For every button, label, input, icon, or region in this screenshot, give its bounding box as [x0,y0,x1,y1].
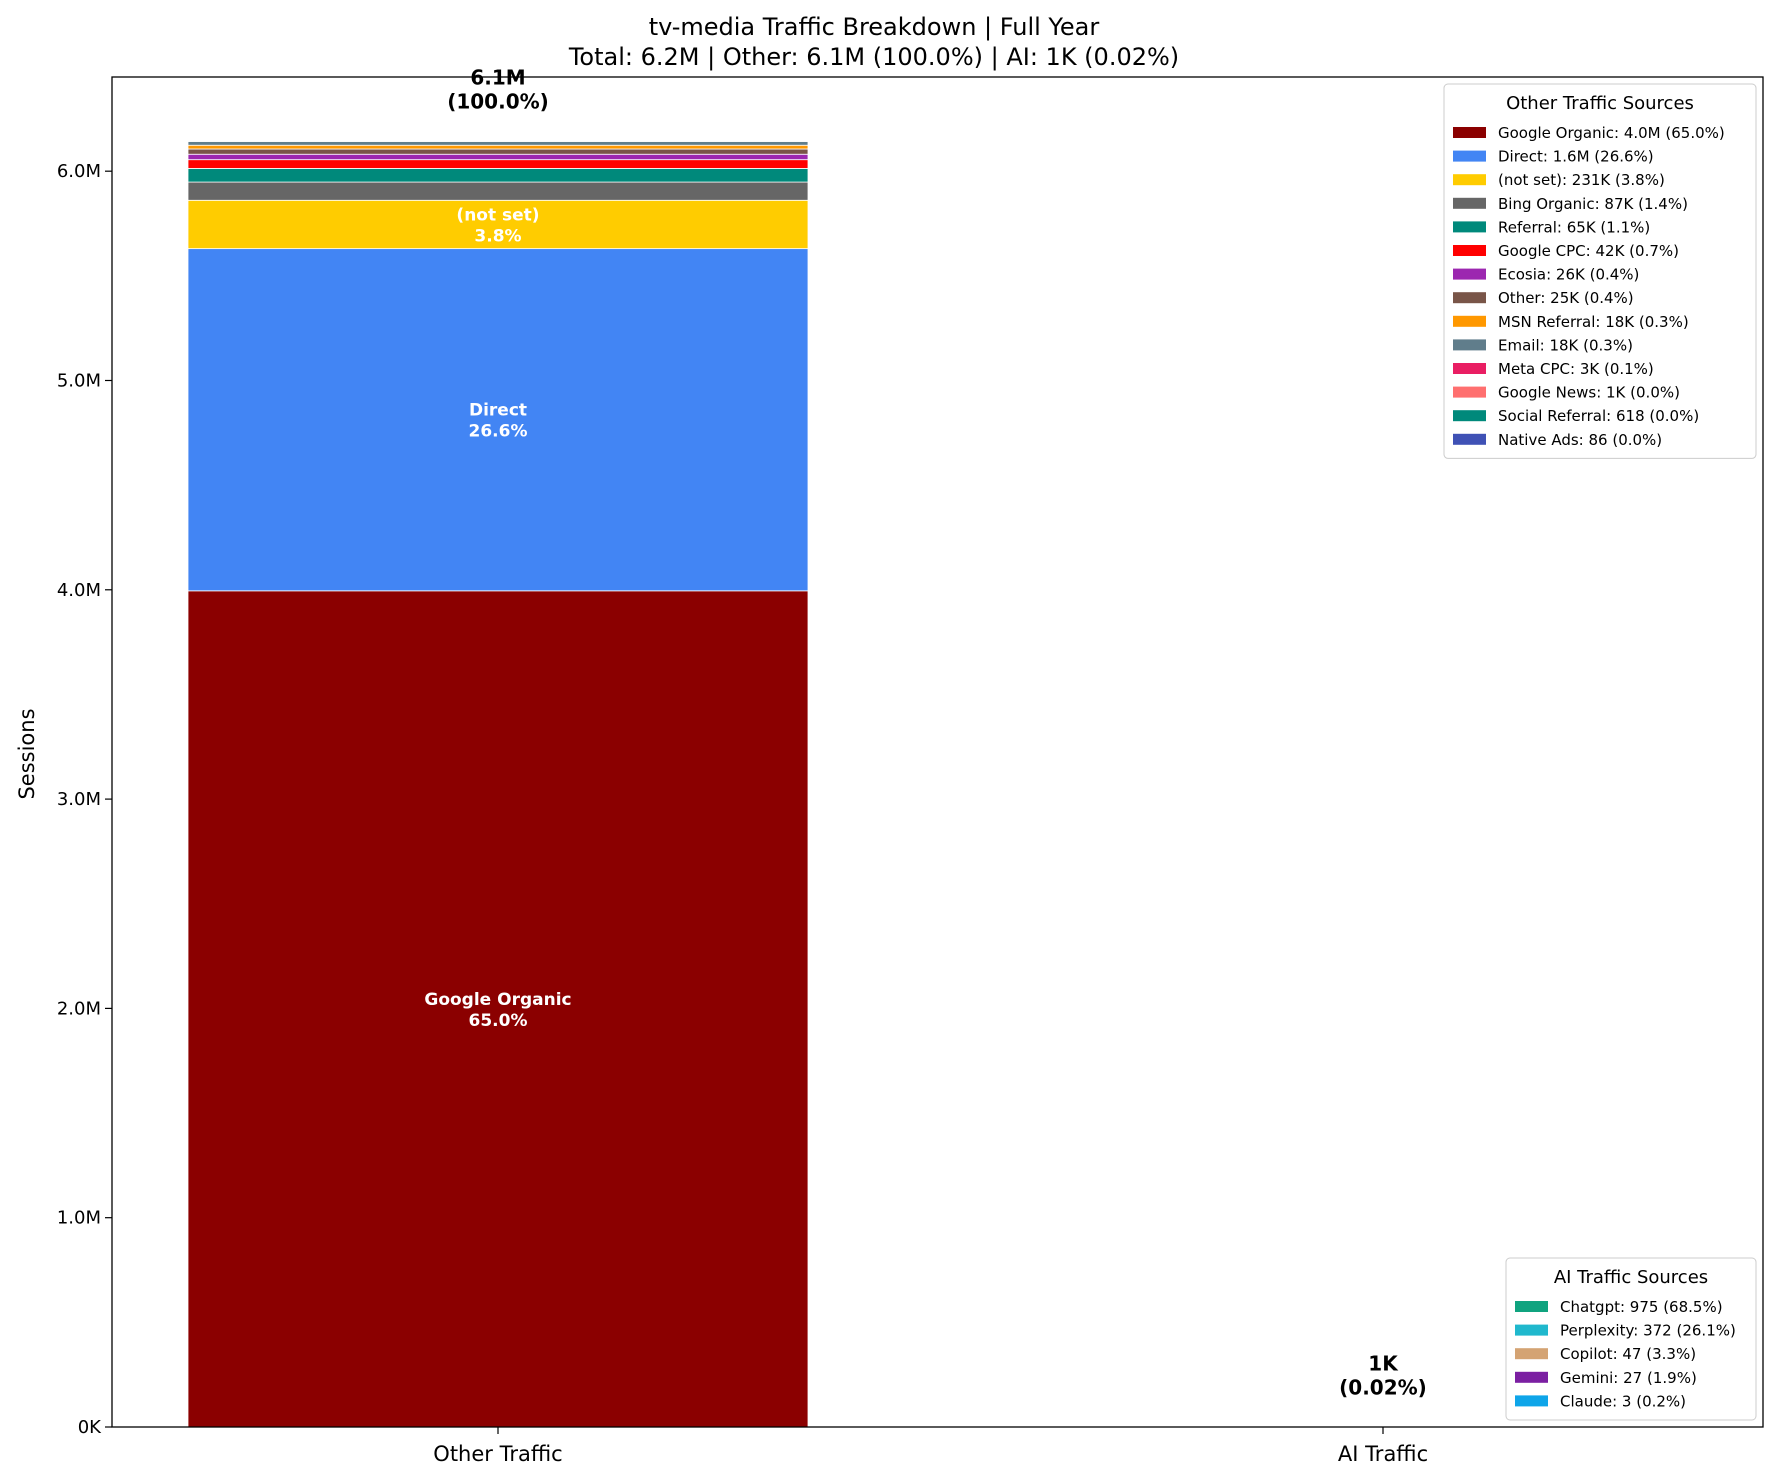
bar-segment-bing-organic [187,181,809,201]
legend-swatch-referral [1453,221,1486,233]
plot-frame [111,76,1764,1428]
legend-title: Other Traffic Sources [1506,93,1694,114]
bar-total-pct: (0.02%) [1339,1376,1427,1400]
legend-entry-meta-cpc: Meta CPC: 3K (0.1%) [1498,360,1654,378]
legend-swatch-copilot [1515,1348,1548,1360]
legend-entry-google-cpc: Google CPC: 42K (0.7%) [1498,242,1679,260]
legend-title: AI Traffic Sources [1554,1267,1708,1288]
x-axis-ticks: Other Traffic AI Traffic [433,1427,1428,1466]
legend-swatch-native-ads [1453,433,1486,445]
bar-segment-not-set [187,199,809,250]
x-tick-label: AI Traffic [1338,1442,1428,1466]
legend-entry-bing-organic: Bing Organic: 87K (1.4%) [1498,195,1688,213]
segment-pct-google-organic: 65.0% [469,1011,528,1031]
bars-group [187,140,1694,1428]
legend-swatch-meta-cpc [1453,363,1486,374]
y-axis-label: Sessions [15,708,39,799]
legend-entry-msn-referral: MSN Referral: 18K (0.3%) [1498,313,1689,331]
legend-swatch-direct [1453,150,1486,162]
legend-entry-google-organic: Google Organic: 4.0M (65.0%) [1498,124,1725,142]
segment-label-google-organic: Google Organic [424,990,571,1010]
legend-swatch-chatgpt [1515,1301,1548,1312]
x-tick-label: Other Traffic [433,1442,562,1466]
legend-swatch-google-news [1453,386,1486,398]
bar-total-value: 1K [1368,1352,1399,1376]
legend-entry-chatgpt: Chatgpt: 975 (68.5%) [1560,1298,1723,1316]
legend-entry-perplexity: Perplexity: 372 (26.1%) [1560,1322,1736,1340]
legend-ai-traffic: AI Traffic Sources Chatgpt: 975 (68.5%) Pe… [1505,1257,1757,1421]
legend-swatch-social-referral [1453,410,1486,422]
bar-segment-referral [187,168,809,183]
chart-title: tv-media Traffic Breakdown | Full Year [649,13,1100,41]
legend-other-traffic: Other Traffic Sources Google Organic: 4.0… [1443,83,1757,459]
chart-subtitle: Total: 6.2M | Other: 6.1M (100.0%) | AI:… [568,43,1179,71]
y-tick-label: 2.0M [57,998,101,1019]
bar-segment-msn-referral [187,144,809,150]
bar-segment-direct [187,248,809,592]
y-tick-label: 4.0M [57,580,101,601]
legend-entry-google-news: Google News: 1K (0.0%) [1498,384,1680,402]
y-tick-label: 1.0M [57,1208,101,1229]
y-tick-label: 3.0M [57,789,101,810]
legend-entry-social-referral: Social Referral: 618 (0.0%) [1498,407,1699,425]
legend-swatch-perplexity [1515,1324,1548,1336]
legend-swatch-other [1453,292,1486,304]
legend-swatch-ecosia [1453,268,1486,280]
legend-entry-native-ads: Native Ads: 86 (0.0%) [1498,431,1662,449]
legend-entry-ecosia: Ecosia: 26K (0.4%) [1498,266,1639,284]
legend-swatch-google-cpc [1453,245,1486,256]
legend-box [1443,83,1757,459]
legend-swatch-google-organic [1453,127,1486,138]
y-tick-label: 5.0M [57,370,101,391]
legend-entry-copilot: Copilot: 47 (3.3%) [1560,1345,1696,1363]
legend-entry-claude: Claude: 3 (0.2%) [1560,1392,1686,1410]
y-axis-ticks: 0K 1.0M 2.0M 3.0M 4.0M 5.0M 6.0M [57,161,112,1438]
legend-entry-not-set: (not set): 231K (3.8%) [1498,171,1665,189]
bar-segment-ecosia [187,153,809,161]
legend-entry-other: Other: 25K (0.4%) [1498,289,1634,307]
bar-total-labels: 6.1M(100.0%)1K(0.02%) [447,66,1427,1400]
legend-swatch-msn-referral [1453,315,1486,327]
legend-swatch-gemini [1515,1371,1548,1383]
bar-segment-other [187,148,809,155]
legend-entry-gemini: Gemini: 27 (1.9%) [1560,1369,1697,1387]
legend-swatch-not-set [1453,174,1486,186]
legend-swatch-bing-organic [1453,197,1486,209]
y-tick-label: 6.0M [57,161,101,182]
bar-total-pct: (100.0%) [447,90,549,114]
bar-segment-google-organic [187,590,809,1428]
segment-label-not-set: (not set) [456,205,539,225]
bar-segment-google-cpc [187,159,809,169]
legend-swatch-email [1453,339,1486,351]
segment-pct-not-set: 3.8% [474,226,521,246]
legend-box [1505,1257,1757,1421]
legend-entry-referral: Referral: 65K (1.1%) [1498,218,1650,236]
legend-swatch-claude [1515,1395,1548,1407]
segment-pct-direct: 26.6% [469,422,528,442]
y-tick-label: 0K [78,1417,102,1438]
segment-label-direct: Direct [469,401,527,421]
bar-segment-email [187,141,809,146]
legend-entry-direct: Direct: 1.6M (26.6%) [1498,148,1654,166]
legend-entry-email: Email: 18K (0.3%) [1498,336,1633,354]
